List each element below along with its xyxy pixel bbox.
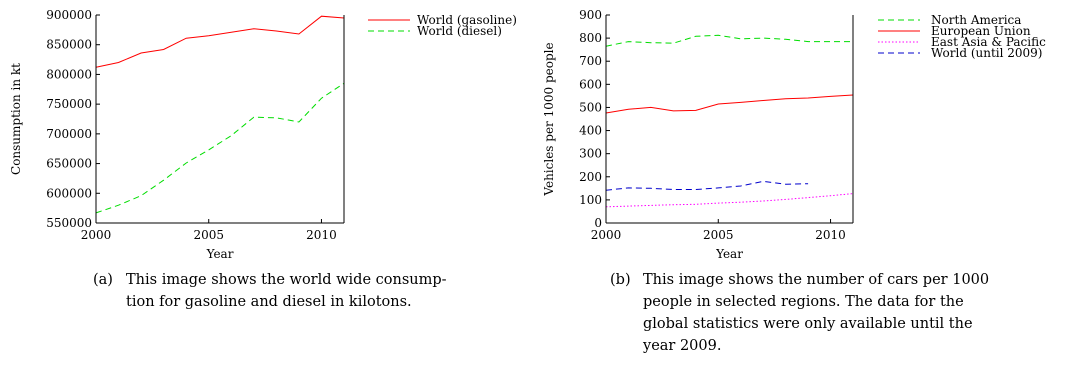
y-tick-label: 850000 xyxy=(46,38,92,52)
series-line-1 xyxy=(605,94,854,114)
legend-label-1: European Union xyxy=(931,24,1031,38)
y-tick-label: 650000 xyxy=(46,157,92,171)
caption-label: (a) xyxy=(93,272,113,288)
y-tick-label: 600 xyxy=(579,77,602,91)
chart-b-vehicles: 0 100 200 300 400 500 600 700 800 900 2000 2005 2010… xyxy=(542,8,1046,354)
legend-label-3: World (until 2009) xyxy=(931,46,1043,60)
y-tick-label: 600000 xyxy=(46,186,92,200)
legend-label-1: World (diesel) xyxy=(417,24,502,38)
caption-line-3: year 2009. xyxy=(642,338,721,354)
y-tick-label: 900 xyxy=(579,8,602,22)
x-tick-label: 2000 xyxy=(591,228,622,242)
x-axis-label: Year xyxy=(206,247,234,261)
series-line-0 xyxy=(605,34,853,47)
y-tick-label: 300 xyxy=(579,147,602,161)
x-tick-label: 2005 xyxy=(193,228,224,242)
x-tick-label: 2000 xyxy=(81,228,112,242)
y-tick-label: 500 xyxy=(579,100,602,114)
x-tick-label: 2005 xyxy=(703,228,734,242)
y-tick-label: 550000 xyxy=(46,216,92,230)
series-line-1 xyxy=(95,82,345,214)
legend-label-2: East Asia & Pacific xyxy=(931,35,1046,49)
y-tick-label: 800 xyxy=(579,31,602,45)
legend-label-0: North America xyxy=(931,13,1021,27)
series-line-3 xyxy=(605,180,809,191)
y-tick-label: 750000 xyxy=(46,97,92,111)
caption-line-0: This image shows the number of cars per … xyxy=(643,272,989,288)
y-tick-label: 900000 xyxy=(46,8,92,22)
y-axis-label: Consumption in kt xyxy=(9,63,23,175)
y-tick-label: 800000 xyxy=(46,67,92,81)
caption-line-0: This image shows the world wide consump- xyxy=(126,272,447,288)
y-tick-label: 700000 xyxy=(46,127,92,141)
y-tick-label: 100 xyxy=(579,193,602,207)
x-axis-label: Year xyxy=(715,247,743,261)
caption-label: (b) xyxy=(610,272,631,288)
caption-line-1: people in selected regions. The data for… xyxy=(643,294,964,310)
y-tick-label: 400 xyxy=(579,124,602,138)
series-line-0 xyxy=(95,15,345,68)
caption-line-1: tion for gasoline and diesel in kilotons… xyxy=(126,294,412,310)
chart-a-gasoline-diesel: 550000 600000 650000 700000 750000 800000 8500… xyxy=(9,8,517,310)
caption-line-2: global statistics were only available un… xyxy=(643,316,973,332)
legend-label-0: World (gasoline) xyxy=(417,13,517,27)
series-line-2 xyxy=(605,193,854,208)
y-tick-label: 700 xyxy=(579,54,602,68)
y-tick-label: 200 xyxy=(579,170,602,184)
y-tick-label: 0 xyxy=(594,216,602,230)
x-tick-label: 2010 xyxy=(815,228,846,242)
x-tick-label: 2010 xyxy=(306,228,337,242)
y-axis-label: Vehicles per 1000 people xyxy=(542,42,556,196)
